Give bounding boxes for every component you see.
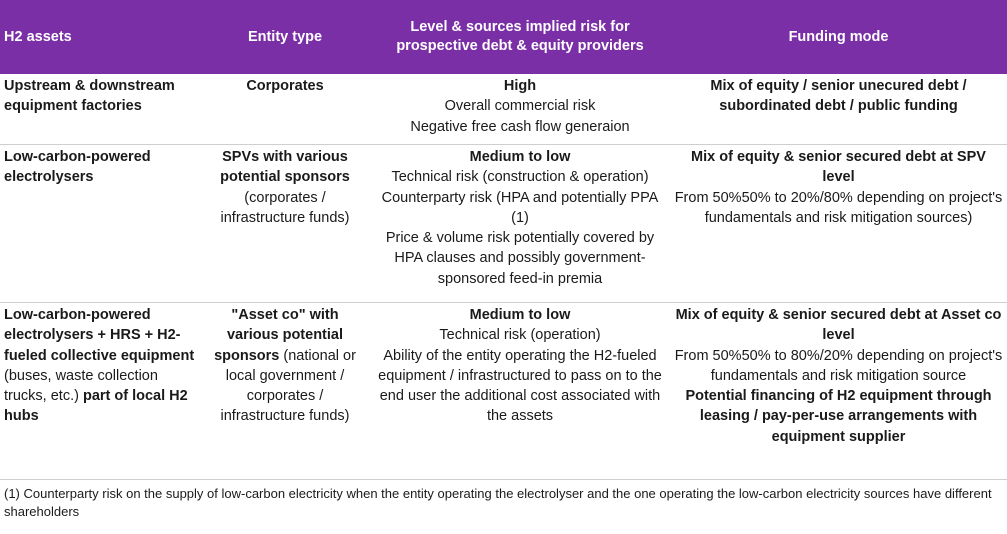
cell-risk: High Overall commercial risk Negative fr… [370, 74, 670, 145]
cell-entity: "Asset co" with various potential sponso… [200, 302, 370, 480]
header-assets: H2 assets [0, 0, 200, 74]
table-row: Low-carbon-powered electrolysers + HRS +… [0, 302, 1007, 480]
asset-text-2: part of local H2 hubs [4, 388, 188, 425]
table-row: Upstream & downstream equipment factorie… [0, 74, 1007, 145]
risk-source: Overall commercial risk [444, 98, 596, 115]
header-row: H2 assets Entity type Level & sources im… [0, 0, 1007, 74]
header-risk: Level & sources implied risk for prospec… [370, 0, 670, 74]
table-row: Low-carbon-powered electrolysers SPVs wi… [0, 144, 1007, 303]
cell-entity: Corporates [200, 74, 370, 145]
risk-source: Counterparty risk (HPA and potentially P… [381, 189, 659, 226]
funding-text-2: Potential financing of H2 equipment thro… [685, 388, 992, 445]
entity-text: SPVs with various potential sponsors [220, 149, 350, 186]
entity-detail: (corporates / infrastructure funds) [220, 189, 350, 226]
entity-text: Corporates [246, 78, 324, 94]
funding-text: Mix of equity / senior unecured debt / s… [710, 78, 967, 115]
asset-text: Low-carbon-powered electrolysers + HRS +… [4, 307, 195, 364]
cell-asset: Low-carbon-powered electrolysers [0, 144, 200, 303]
asset-detail: (buses, waste collection trucks, etc.) [4, 367, 158, 405]
risk-level: Medium to low [469, 149, 571, 165]
header-funding: Funding mode [670, 0, 1007, 74]
header-entity: Entity type [200, 0, 370, 74]
cell-entity: SPVs with various potential sponsors (co… [200, 144, 370, 303]
cell-funding: Mix of equity / senior unecured debt / s… [670, 74, 1007, 145]
asset-text: Upstream & downstream equipment factorie… [4, 78, 175, 115]
funding-text: Mix of equity & senior secured debt at S… [691, 149, 986, 186]
risk-level: High [503, 78, 537, 94]
footnote: (1) Counterparty risk on the supply of l… [4, 486, 992, 519]
risk-source: Technical risk (construction & operation… [391, 169, 649, 186]
entity-detail: (national or local government / corporat… [220, 347, 356, 425]
funding-detail: From 50%50% to 80%/20% depending on proj… [674, 347, 1003, 384]
risk-level: Medium to low [469, 307, 571, 323]
asset-text: Low-carbon-powered electrolysers [4, 149, 151, 186]
cell-asset: Low-carbon-powered electrolysers + HRS +… [0, 302, 200, 480]
cell-funding: Mix of equity & senior secured debt at A… [670, 302, 1007, 480]
h2-financing-table: H2 assets Entity type Level & sources im… [0, 0, 1007, 480]
risk-source: Price & volume risk potentially covered … [385, 230, 655, 287]
cell-risk: Medium to low Technical risk (operation)… [370, 302, 670, 480]
risk-source: Technical risk (operation) [439, 327, 601, 344]
risk-source: Negative free cash flow generaion [410, 118, 630, 135]
funding-detail: From 50%50% to 20%/80% depending on proj… [674, 189, 1003, 226]
cell-risk: Medium to low Technical risk (constructi… [370, 144, 670, 303]
cell-asset: Upstream & downstream equipment factorie… [0, 74, 200, 145]
header-risk-line1: Level & sources implied risk for [410, 19, 630, 35]
funding-text: Mix of equity & senior secured debt at A… [675, 307, 1002, 344]
cell-funding: Mix of equity & senior secured debt at S… [670, 144, 1007, 303]
header-risk-line2: prospective debt & equity providers [396, 38, 644, 54]
risk-source: Ability of the entity operating the H2-f… [378, 347, 662, 425]
entity-text: "Asset co" with various potential sponso… [214, 307, 344, 364]
